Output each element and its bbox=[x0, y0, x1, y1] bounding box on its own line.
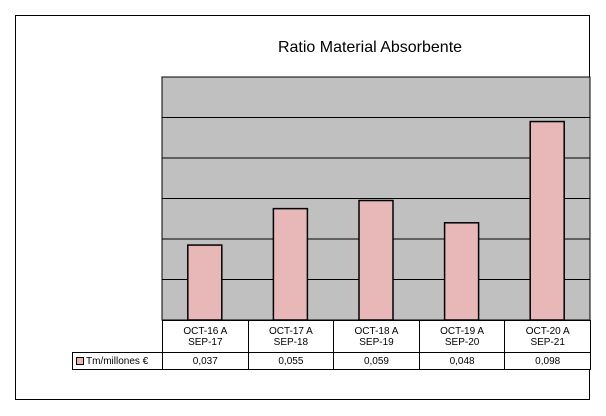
x-tick-label: OCT-20 A SEP-21 bbox=[504, 320, 591, 353]
data-label: 0,037 bbox=[162, 352, 249, 370]
x-tick-label: OCT-18 A SEP-19 bbox=[333, 320, 420, 353]
bar bbox=[187, 244, 223, 321]
category-text: OCT-18 A SEP-19 bbox=[354, 325, 399, 348]
bar bbox=[529, 120, 565, 321]
x-tick-label: OCT-17 A SEP-18 bbox=[247, 320, 335, 353]
bar bbox=[443, 222, 480, 321]
legend-label: Tm/millones € bbox=[86, 355, 149, 367]
bar bbox=[358, 199, 394, 321]
x-tick-label: OCT-19 A SEP-20 bbox=[418, 320, 506, 353]
data-label: 0,048 bbox=[418, 352, 506, 370]
legend-entry: Tm/millones € bbox=[72, 352, 163, 370]
data-label: 0,055 bbox=[247, 352, 335, 370]
category-text: OCT-16 A SEP-17 bbox=[183, 325, 228, 348]
legend-swatch bbox=[76, 357, 84, 365]
category-text: OCT-17 A SEP-18 bbox=[268, 325, 313, 348]
x-tick-label: OCT-16 A SEP-17 bbox=[162, 320, 249, 353]
category-text: OCT-19 A SEP-20 bbox=[440, 325, 485, 348]
bar bbox=[272, 207, 309, 321]
data-label: 0,098 bbox=[504, 352, 591, 370]
category-text: OCT-20 A SEP-21 bbox=[525, 325, 570, 348]
data-label: 0,059 bbox=[333, 352, 420, 370]
chart-title: Ratio Material Absorbente bbox=[278, 39, 462, 56]
